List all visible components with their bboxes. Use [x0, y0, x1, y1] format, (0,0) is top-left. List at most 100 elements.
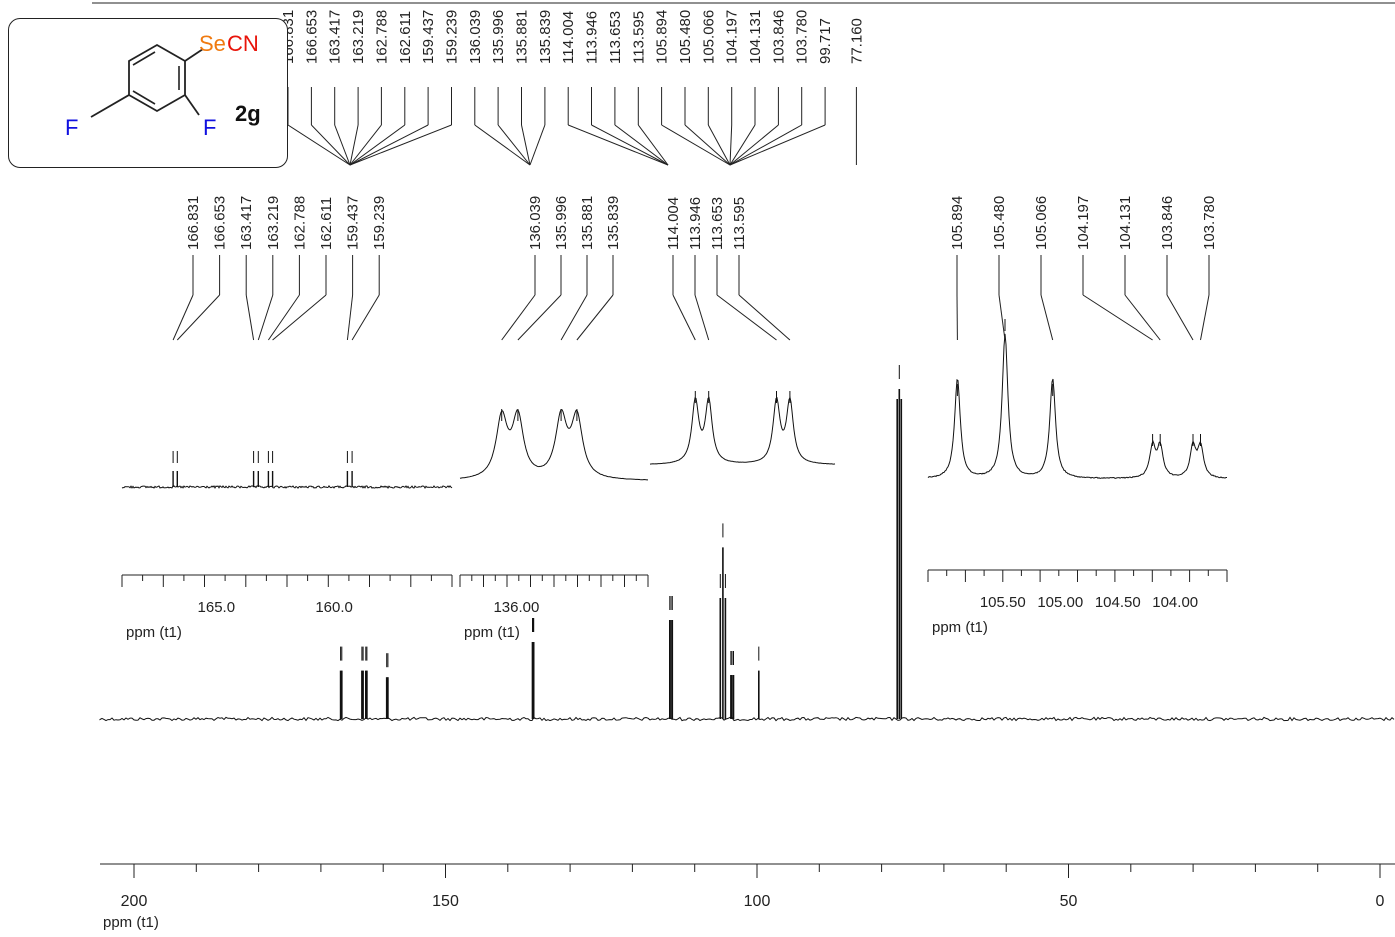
inset-3: 114.004 113.946 113.653 113.595	[649, 197, 836, 465]
inset-axis-tick-label: 160.0	[315, 599, 353, 616]
inset-leader	[1082, 294, 1153, 341]
fluorine-label-2: F	[65, 115, 79, 140]
inset-1: 166.831 166.653 163.417 163.219 162.788 162.6…	[121, 196, 453, 641]
main-axis: 200 150 100 50 0	[92, 2, 1395, 910]
top-peak-label: 99.717	[817, 18, 834, 64]
top-peak-leader	[684, 124, 731, 166]
inset-leader	[1166, 294, 1194, 341]
inset-leader	[346, 294, 354, 341]
inset-spectrum-trace	[649, 396, 836, 465]
top-peak-leader	[349, 124, 452, 166]
top-peak-labels: 166.831 166.653 163.417 163.219 162.788 162.6…	[280, 10, 865, 64]
molecule-ring	[90, 43, 204, 118]
top-peak-label: 163.417	[327, 10, 344, 64]
top-peak-label: 105.894	[654, 10, 671, 64]
inset-peak-label: 162.788	[291, 196, 308, 250]
top-peak-leader	[529, 124, 546, 166]
inset-peak-label: 103.780	[1201, 196, 1218, 250]
inset-leader	[560, 294, 588, 341]
molecule-structure-box: Se CN F F 2g	[8, 18, 288, 168]
top-peak-label: 113.946	[584, 11, 601, 64]
top-peak-label: 162.788	[373, 10, 390, 64]
top-peak-label: 104.131	[747, 10, 764, 64]
inset-peak-label: 113.653	[709, 197, 726, 250]
inset-axis-label: ppm (t1)	[126, 624, 182, 641]
top-peak-leader	[729, 124, 779, 166]
inset-leader	[1040, 294, 1054, 341]
inset-leader	[501, 294, 536, 341]
top-peak-label: 114.004	[560, 11, 577, 64]
inset-peak-label: 113.595	[731, 197, 748, 250]
top-peak-leader	[729, 124, 802, 166]
top-peak-leader	[349, 124, 382, 166]
inset-peak-label: 135.839	[605, 196, 622, 250]
inset-peak-label: 166.831	[185, 196, 202, 250]
top-peak-leader	[729, 124, 826, 166]
inset-spectrum-trace	[459, 409, 648, 481]
inset-peak-label: 163.417	[238, 196, 255, 250]
inset-leader	[267, 294, 300, 341]
inset-2: 136.039 135.996 135.881 135.839 136.00 ppm (t…	[459, 196, 649, 641]
inset-peak-label: 105.066	[1033, 196, 1050, 250]
top-peak-leader	[591, 124, 669, 166]
inset-peak-label: 103.846	[1159, 196, 1176, 250]
top-peak-leader	[349, 124, 406, 166]
top-peak-label: 135.996	[490, 10, 507, 64]
inset-leader	[176, 294, 220, 341]
top-peak-label: 113.595	[630, 11, 647, 64]
main-axis-tick-label: 200	[121, 893, 148, 910]
inset-peak-label: 136.039	[527, 196, 544, 250]
inset-peak-label: 104.131	[1117, 196, 1134, 250]
inset-axis-tick-label: 136.00	[493, 599, 539, 616]
main-spectrum	[99, 365, 1395, 722]
inset-peak-label: 166.653	[212, 196, 229, 250]
top-peak-label: 159.239	[444, 10, 461, 64]
top-peak-leader	[334, 124, 351, 166]
inset-peak-label: 114.004	[665, 197, 682, 250]
inset-spectrum-trace	[121, 485, 453, 489]
inset-leader	[245, 294, 255, 341]
inset-peak-label: 162.611	[318, 197, 335, 250]
top-peak-label: 103.780	[794, 10, 811, 64]
top-peak-label: 113.653	[607, 11, 624, 64]
inset-peak-label: 135.881	[579, 196, 596, 250]
top-peak-leader	[349, 124, 429, 166]
inset-peak-label: 104.197	[1075, 196, 1092, 250]
top-peak-label: 163.219	[350, 10, 367, 64]
inset-leader	[738, 294, 791, 341]
top-peak-leader	[474, 124, 531, 166]
inset-leader	[272, 294, 327, 341]
top-peak-label: 159.437	[420, 10, 437, 64]
top-peak-leader	[707, 124, 731, 166]
inset-axis-tick-label: 105.00	[1037, 594, 1083, 611]
inset-spectrum-trace	[927, 333, 1227, 479]
inset-leader	[694, 294, 710, 341]
inset-leader	[576, 294, 614, 341]
inset-leader	[998, 294, 1006, 341]
main-axis-label: ppm (t1)	[103, 914, 159, 931]
main-axis-tick-label: 50	[1060, 893, 1078, 910]
inset-leader	[351, 294, 380, 341]
top-peak-label: 105.480	[677, 10, 694, 64]
se-label: Se	[199, 31, 226, 56]
main-axis-tick-label: 150	[432, 893, 459, 910]
top-peak-leader	[287, 124, 351, 166]
inset-peak-label: 105.894	[949, 196, 966, 250]
top-peak-leaders	[287, 87, 857, 166]
top-peak-leader	[349, 124, 359, 166]
inset-peak-label: 113.946	[687, 197, 704, 250]
inset-peak-label: 135.996	[553, 196, 570, 250]
top-peak-leader	[729, 124, 756, 166]
top-peak-leader	[311, 124, 351, 166]
inset-leader	[257, 294, 274, 341]
inset-axis-tick-label: 105.50	[980, 594, 1026, 611]
top-peak-leader	[614, 124, 669, 166]
top-peak-label: 104.197	[724, 10, 741, 64]
top-peak-label: 77.160	[848, 18, 865, 64]
top-peak-leader	[661, 124, 731, 166]
inset-peak-label: 163.219	[265, 196, 282, 250]
inset-leader	[1124, 294, 1161, 341]
top-peak-leader	[497, 124, 531, 166]
inset-peak-label: 105.480	[991, 196, 1008, 250]
